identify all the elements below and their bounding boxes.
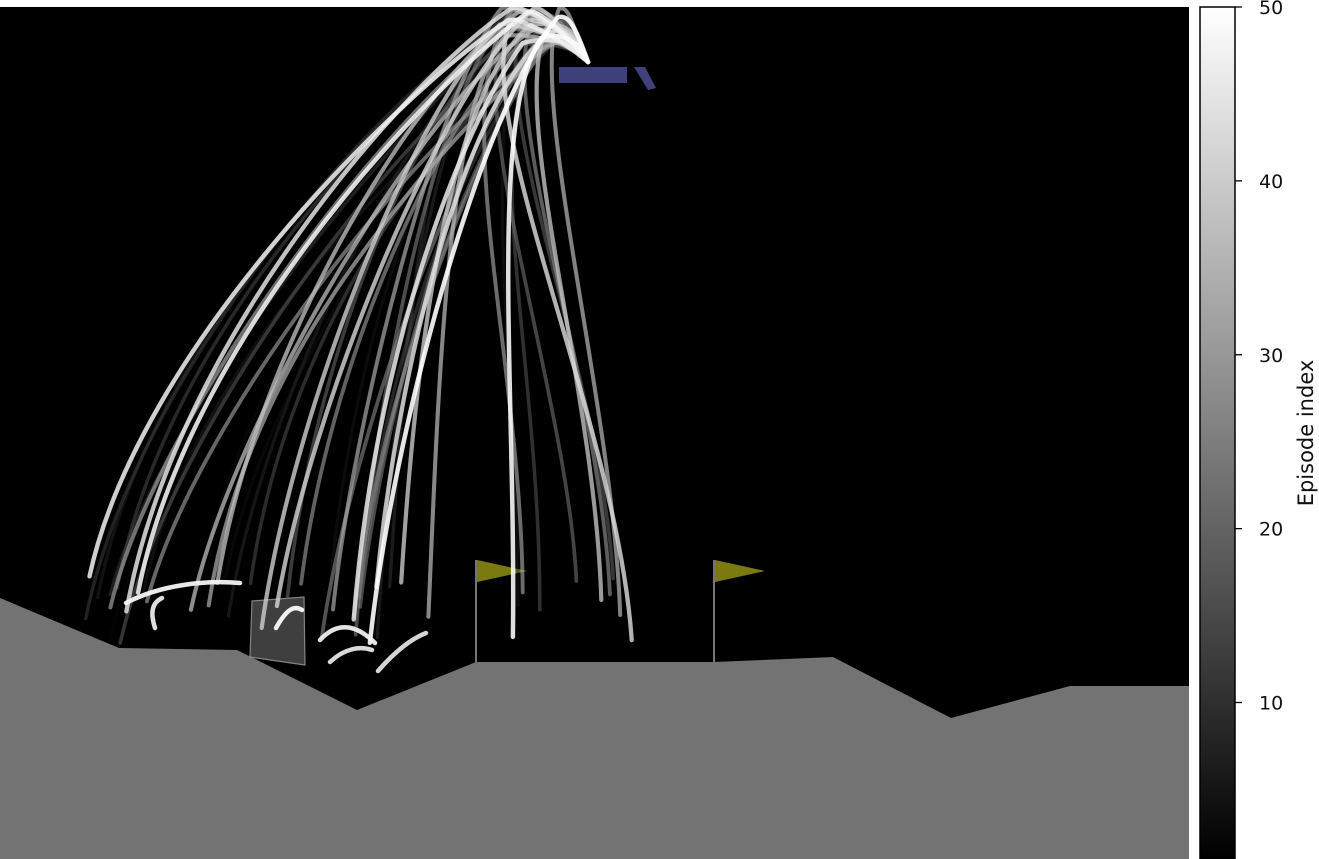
colorbar-gradient — [1199, 6, 1236, 859]
colorbar-tick-label: 50 — [1259, 0, 1283, 19]
colorbar-tick-label: 10 — [1259, 693, 1283, 715]
trajectory-episode-47 — [87, 17, 591, 579]
trajectory-episode-45 — [327, 645, 375, 665]
trajectory-episode-46 — [150, 595, 165, 631]
trajectory-episode-42 — [274, 7, 591, 609]
colorbar-ticks: 10 20 30 40 50 — [1235, 0, 1283, 715]
colorbar-tick-label: 20 — [1259, 519, 1283, 541]
landing-flag-right — [713, 560, 765, 662]
trajectory-episode-49 — [273, 605, 305, 631]
trajectory-episode-49 — [506, 33, 591, 640]
colorbar-tick-label: 40 — [1259, 171, 1283, 193]
trajectory-episode-48 — [135, 9, 591, 595]
trajectory-episode-44 — [375, 630, 429, 674]
trajectory-episode-50 — [367, 14, 591, 646]
terrain — [0, 598, 1189, 859]
colorbar-tick-label: 30 — [1259, 345, 1283, 367]
colorbar: 10 20 30 40 50 Episode index — [1199, 0, 1318, 859]
trajectory-series — [84, 7, 634, 674]
lander-start-ghost — [559, 67, 656, 90]
colorbar-label: Episode index — [1294, 360, 1318, 507]
trajectory-episode-48 — [123, 579, 243, 606]
trajectory-episode-35 — [549, 7, 623, 617]
trajectory-episode-46 — [351, 37, 591, 622]
trajectory-episode-47 — [317, 625, 378, 646]
landing-flag-left — [475, 560, 527, 662]
